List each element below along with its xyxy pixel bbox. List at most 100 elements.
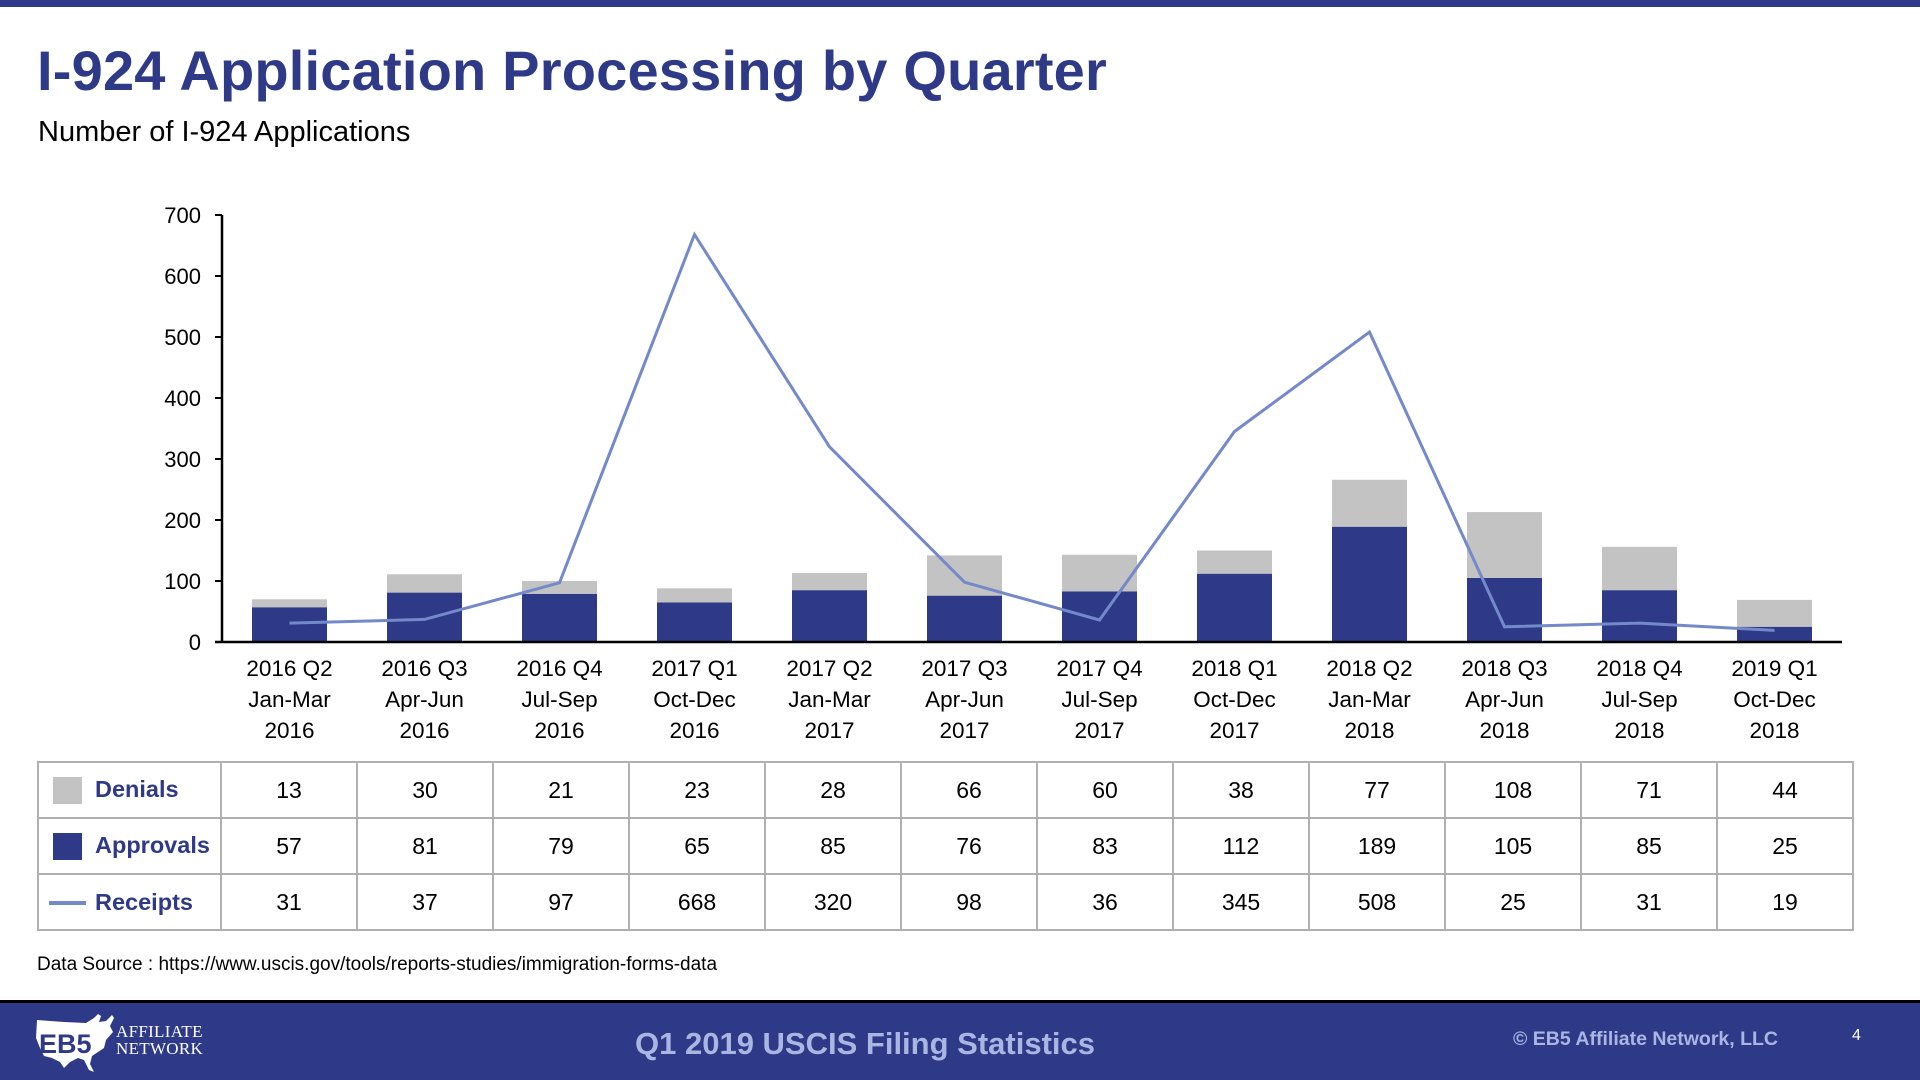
table-cell: 44 (1716, 761, 1854, 819)
x-tick-label: Jul-Sep (1061, 687, 1137, 712)
table-cell: 77 (1308, 761, 1446, 819)
y-axis: 0 100 200 300 400 500 600 700 (164, 203, 224, 655)
x-tick-label: Jan-Mar (248, 687, 331, 712)
table-cell: 57 (220, 817, 358, 875)
x-tick-label: 2018 Q2 (1326, 656, 1412, 681)
table-cell: 66 (900, 761, 1038, 819)
footer: EB5 AFFILIATE NETWORK Q1 2019 USCIS Fili… (0, 1003, 1920, 1080)
x-tick-label: 2018 (1344, 718, 1394, 743)
table-cell: 345 (1172, 873, 1310, 931)
table-cell: 85 (1580, 817, 1718, 875)
denials-bar (1197, 550, 1272, 574)
page-title: I-924 Application Processing by Quarter (37, 39, 1108, 102)
page-number: 4 (1852, 1027, 1861, 1044)
x-tick-label: Apr-Jun (1465, 687, 1544, 712)
table-cell: 13 (220, 761, 358, 819)
row-header: Approvals (37, 817, 222, 875)
table-cell: 60 (1036, 761, 1174, 819)
table-cell: 320 (764, 873, 902, 931)
denials-bar (657, 588, 732, 603)
table-cell: 28 (764, 761, 902, 819)
chart-subtitle: Number of I-924 Applications (38, 116, 411, 148)
x-tick-label: 2017 (1074, 718, 1124, 743)
x-tick-label: 2019 Q1 (1731, 656, 1817, 681)
denials-bar (1737, 599, 1812, 627)
x-tick-label: 2018 (1614, 718, 1664, 743)
table-row-approvals: Approvals 57 81 79 65 85 76 83 112 189 105 85 25 (37, 817, 1854, 875)
y-tick-label: 0 (189, 630, 201, 655)
logo-eb5-text: EB5 (39, 1029, 92, 1059)
logo-line-1: AFFILIATE (116, 1022, 203, 1041)
table-cell: 37 (356, 873, 494, 931)
table-cell: 112 (1172, 817, 1310, 875)
x-tick-label: Jul-Sep (1601, 687, 1677, 712)
approvals-bar (792, 590, 867, 642)
x-tick-label: 2018 Q4 (1596, 656, 1682, 681)
x-tick-label: 2018 Q1 (1191, 656, 1277, 681)
table-cell: 71 (1580, 761, 1718, 819)
receipts-line-layer (289, 231, 1775, 632)
table-cell: 30 (356, 761, 494, 819)
table-cell: 25 (1716, 817, 1854, 875)
x-tick-label: Oct-Dec (653, 687, 736, 712)
y-tick-label: 600 (164, 264, 201, 289)
table-cell: 668 (628, 873, 766, 931)
table-cell: 36 (1036, 873, 1174, 931)
data-table: Denials 13 30 21 23 28 66 60 38 77 108 71 44 Approval… (37, 761, 1854, 931)
denials-bar (252, 599, 327, 608)
table-cell: 21 (492, 761, 630, 819)
receipts-line (289, 231, 1775, 632)
approvals-bar (927, 595, 1002, 642)
table-cell: 31 (220, 873, 358, 931)
table-row-denials: Denials 13 30 21 23 28 66 60 38 77 108 71 44 (37, 761, 1854, 819)
table-cell: 38 (1172, 761, 1310, 819)
x-tick-label: 2017 Q4 (1056, 656, 1142, 681)
table-cell: 98 (900, 873, 1038, 931)
row-header: Receipts (37, 873, 222, 931)
table-cell: 97 (492, 873, 630, 931)
data-source-note: Data Source : https://www.uscis.gov/tool… (37, 954, 718, 975)
approvals-bar (1467, 577, 1542, 642)
x-tick-label: Apr-Jun (385, 687, 464, 712)
table-cell: 81 (356, 817, 494, 875)
x-tick-label: 2016 (534, 718, 584, 743)
row-label: Approvals (95, 831, 210, 858)
footer-copyright: © EB5 Affiliate Network, LLC (1513, 1028, 1779, 1050)
denials-bar (1332, 479, 1407, 527)
y-tick-label: 500 (164, 325, 201, 350)
x-tick-label: 2017 (1209, 718, 1259, 743)
x-tick-label: 2016 Q2 (246, 656, 332, 681)
table-cell: 25 (1444, 873, 1582, 931)
x-tick-label: Jan-Mar (788, 687, 871, 712)
top-accent-band (0, 0, 1920, 7)
table-row-receipts: Receipts 31 37 97 668 320 98 36 345 508 25 31 19 (37, 873, 1854, 931)
approvals-bar (252, 607, 327, 642)
table-cell: 83 (1036, 817, 1174, 875)
x-tick-label: Apr-Jun (925, 687, 1004, 712)
x-tick-label: 2018 (1479, 718, 1529, 743)
x-tick-label: 2016 Q3 (381, 656, 467, 681)
row-label: Receipts (95, 888, 193, 915)
approvals-bar (657, 602, 732, 642)
us-map-icon: EB5 (36, 1014, 114, 1072)
x-tick-label: 2017 (939, 718, 989, 743)
x-tick-label: 2016 Q4 (516, 656, 602, 681)
y-tick-label: 100 (164, 569, 201, 594)
y-tick-label: 300 (164, 447, 201, 472)
approvals-bar (1332, 526, 1407, 642)
denials-bar (1602, 546, 1677, 591)
denials-bar (522, 581, 597, 594)
row-header: Denials (37, 761, 222, 819)
x-tick-label: 2017 Q1 (651, 656, 737, 681)
table-cell: 105 (1444, 817, 1582, 875)
table-cell: 23 (628, 761, 766, 819)
x-tick-label: Oct-Dec (1733, 687, 1816, 712)
table-cell: 85 (764, 817, 902, 875)
x-tick-label: Oct-Dec (1193, 687, 1276, 712)
y-tick-label: 700 (164, 203, 201, 228)
table-cell: 19 (1716, 873, 1854, 931)
denials-bar (792, 573, 867, 591)
x-tick-label: 2018 Q3 (1461, 656, 1547, 681)
logo-wordmark: AFFILIATE NETWORK (116, 1023, 203, 1057)
